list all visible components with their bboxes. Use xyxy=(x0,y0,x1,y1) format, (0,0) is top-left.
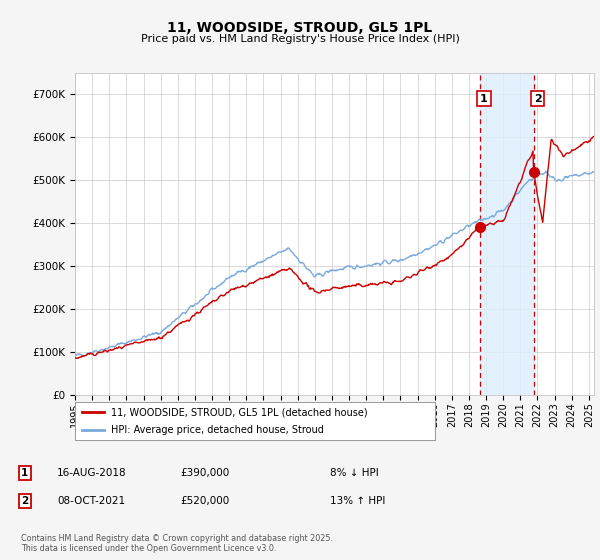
Text: 1: 1 xyxy=(21,468,28,478)
Text: 1: 1 xyxy=(480,94,488,104)
Text: £520,000: £520,000 xyxy=(180,496,229,506)
Text: Contains HM Land Registry data © Crown copyright and database right 2025.
This d: Contains HM Land Registry data © Crown c… xyxy=(21,534,333,553)
Text: HPI: Average price, detached house, Stroud: HPI: Average price, detached house, Stro… xyxy=(111,425,324,435)
Text: 08-OCT-2021: 08-OCT-2021 xyxy=(57,496,125,506)
Text: 11, WOODSIDE, STROUD, GL5 1PL: 11, WOODSIDE, STROUD, GL5 1PL xyxy=(167,21,433,35)
Bar xyxy=(479,73,533,395)
Text: 11, WOODSIDE, STROUD, GL5 1PL (detached house): 11, WOODSIDE, STROUD, GL5 1PL (detached … xyxy=(111,407,368,417)
Text: £390,000: £390,000 xyxy=(180,468,229,478)
Text: 2: 2 xyxy=(534,94,542,104)
Text: 16-AUG-2018: 16-AUG-2018 xyxy=(57,468,127,478)
Text: 2: 2 xyxy=(21,496,28,506)
Text: 8% ↓ HPI: 8% ↓ HPI xyxy=(330,468,379,478)
Text: Price paid vs. HM Land Registry's House Price Index (HPI): Price paid vs. HM Land Registry's House … xyxy=(140,34,460,44)
Text: 13% ↑ HPI: 13% ↑ HPI xyxy=(330,496,385,506)
